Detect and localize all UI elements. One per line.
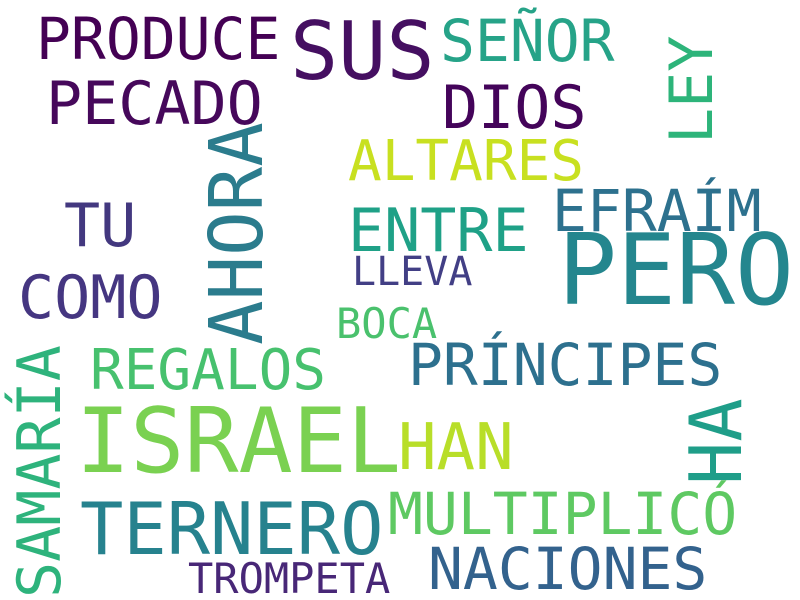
word-sus: SUS [290,5,435,98]
word-naciones: NACIONES [428,535,708,600]
word-altares: ALTARES [348,129,585,194]
word-produce: PRODUCE [36,5,281,73]
word-multiplico: MULTIPLICÓ [388,480,738,548]
word-como: COMO [18,263,163,333]
word-ley: LEY [657,35,727,144]
word-ahora: AHORA [194,122,280,345]
word-ternero: TERNERO [80,487,384,571]
word-boca: BOCA [336,299,438,348]
word-israel: ISRAEL [76,389,402,494]
word-entre: ENTRE [348,196,529,266]
word-pero: PERO [558,214,795,328]
word-principes: PRÍNCIPES [408,331,723,399]
word-han: HAN [398,411,514,485]
word-senor: SEÑOR [440,7,615,75]
word-dios: DIOS [442,73,587,143]
word-pecado: PECADO [46,69,263,139]
word-tu: TU [64,191,137,261]
word-samaria: SAMARÍA [5,345,75,598]
word-ha: HA [674,398,758,485]
word-regalos: REGALOS [90,338,327,403]
word-lleva: LLEVA [352,249,473,295]
word-efraim: EFRAÍM [552,177,762,245]
word-trompeta: TROMPETA [188,554,391,600]
